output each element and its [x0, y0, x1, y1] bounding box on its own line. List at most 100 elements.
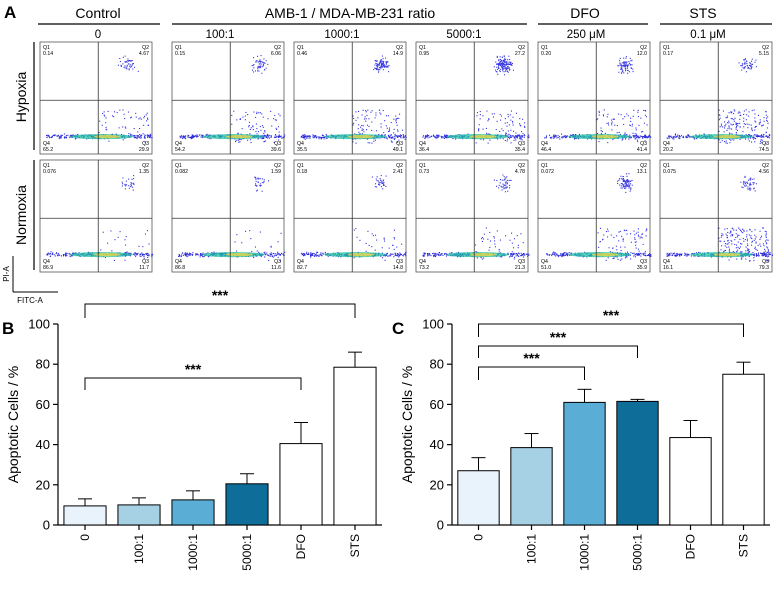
flow-dot: [372, 235, 374, 237]
flow-dot: [645, 116, 647, 118]
flow-dot: [498, 250, 500, 252]
flow-dot: [726, 115, 728, 117]
bar-DFO: [669, 437, 712, 526]
flow-dot: [505, 132, 507, 134]
flow-dot: [352, 124, 354, 126]
flow-dot: [391, 253, 393, 255]
flow-dot: [510, 129, 512, 131]
flow-dot: [442, 254, 444, 256]
flow-dot: [555, 255, 557, 257]
flow-dot: [566, 253, 568, 255]
flow-dot: [730, 123, 732, 125]
flow-dot: [624, 246, 626, 248]
flow-dot: [145, 254, 147, 256]
flow-dot: [626, 180, 628, 182]
flow-dot: [507, 63, 509, 65]
flow-dot: [65, 134, 67, 136]
flow-dot: [620, 183, 622, 185]
flow-dot: [279, 254, 281, 256]
y-tick-label: 40: [36, 437, 50, 452]
flow-dot: [387, 61, 389, 63]
flow-dot: [143, 256, 145, 258]
axis-key-x-label: FITC-A: [17, 296, 43, 305]
flow-dot: [138, 137, 140, 139]
flow-dot: [641, 135, 643, 137]
flow-dot: [747, 251, 749, 253]
flow-dot: [745, 250, 747, 252]
flow-dot: [475, 244, 477, 246]
flow-dot: [366, 129, 368, 131]
flow-dot: [622, 240, 624, 242]
flow-dot: [597, 132, 599, 134]
flow-dot: [277, 253, 279, 255]
flow-dot: [671, 136, 673, 138]
flow-dot: [130, 117, 132, 119]
flow-dot: [375, 178, 377, 180]
flow-dot: [621, 69, 623, 71]
flow-dot: [387, 134, 389, 136]
flow-dot: [518, 252, 520, 254]
flow-dot: [736, 251, 738, 253]
flow-dot: [504, 60, 506, 62]
flow-dot: [381, 134, 383, 136]
quadrant-value-q1: 0.17: [663, 51, 673, 57]
flow-dot: [385, 115, 387, 117]
flow-dot: [573, 134, 575, 136]
flow-dot: [247, 114, 249, 116]
flow-dot: [393, 132, 395, 134]
flow-dot: [760, 135, 762, 137]
flow-dot: [239, 118, 241, 120]
flow-dot: [752, 183, 754, 185]
flow-dot: [640, 255, 642, 257]
flow-dot: [140, 118, 142, 120]
flow-dot: [768, 136, 770, 138]
flow-dot: [60, 134, 62, 136]
flow-dot: [452, 138, 454, 140]
flow-dot: [638, 124, 640, 126]
flow-dot: [504, 187, 506, 189]
flow-dot: [513, 139, 515, 141]
flow-dot: [257, 177, 259, 179]
flow-dot: [493, 237, 495, 239]
flow-dot: [252, 125, 254, 127]
flow-dot: [566, 135, 568, 137]
flow-dot: [749, 183, 751, 185]
flow-dot: [727, 122, 729, 124]
flow-dot: [635, 241, 637, 243]
flow-dot: [144, 115, 146, 117]
flow-dot: [69, 256, 71, 258]
flow-dot: [645, 135, 647, 137]
flow-dot: [734, 110, 736, 112]
flow-dot: [719, 114, 721, 116]
flow-dot: [567, 255, 569, 257]
flow-dot: [388, 130, 390, 132]
flow-dot: [58, 138, 60, 140]
flow-dot: [746, 61, 748, 63]
flow-dot: [743, 63, 745, 65]
flow-dot: [130, 133, 132, 135]
flow-dot: [383, 137, 385, 139]
flow-dot: [723, 131, 725, 133]
flow-dot: [766, 246, 768, 248]
flow-dot: [256, 128, 258, 130]
quadrant-value-q2: 1.35: [139, 169, 149, 175]
flow-dot: [493, 236, 495, 238]
flow-dot: [565, 137, 567, 139]
flow-dot: [759, 230, 761, 232]
flow-dot: [510, 62, 512, 64]
flow-dot: [729, 128, 731, 130]
flow-dot: [306, 135, 308, 137]
flow-dot: [72, 252, 74, 254]
quadrant-value-q1: 0.73: [419, 169, 429, 175]
flow-dot: [648, 135, 650, 137]
flow-dot: [755, 138, 757, 140]
flow-dot: [56, 254, 58, 256]
flow-dot: [511, 242, 513, 244]
flow-dot: [735, 229, 737, 231]
flow-dot: [433, 135, 435, 137]
flow-dot: [720, 249, 722, 251]
bar-DFO: [279, 443, 323, 526]
flow-dot: [357, 117, 359, 119]
flow-dot: [435, 256, 437, 258]
flow-dot: [267, 118, 269, 120]
